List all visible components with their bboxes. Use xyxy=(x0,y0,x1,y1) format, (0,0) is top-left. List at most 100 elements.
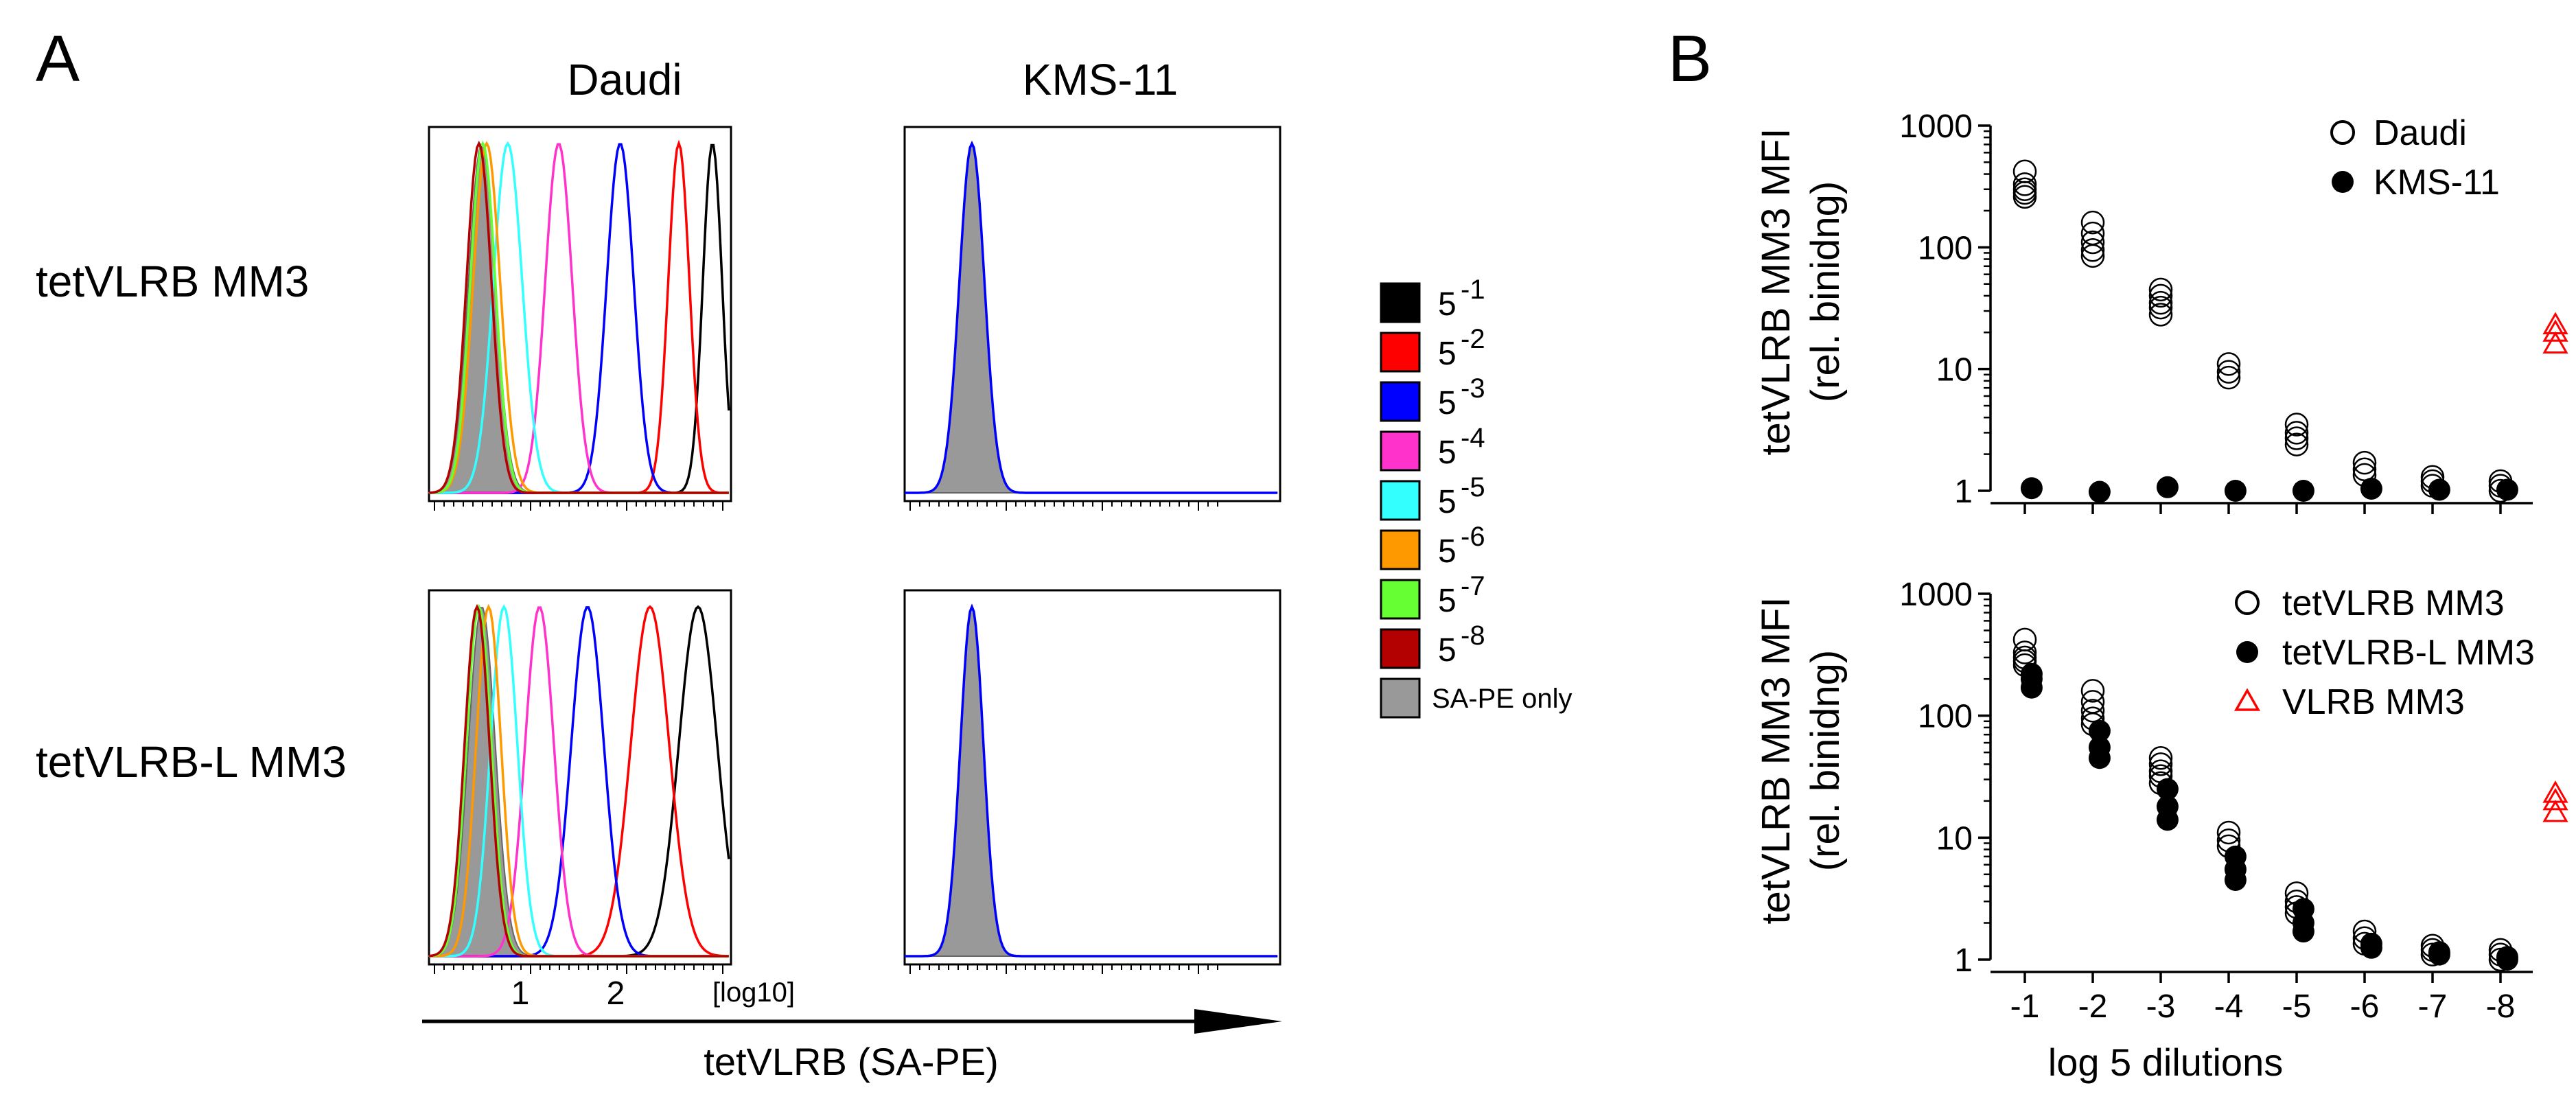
scatter-y-tick-label: 10 xyxy=(1936,352,1973,389)
legend-exponent: -7 xyxy=(1461,571,1485,601)
scatter-point-open xyxy=(2080,244,2105,268)
scatter-x-tick-label: -6 xyxy=(2350,988,2380,1025)
scatter-x-tick-label: -4 xyxy=(2214,988,2244,1025)
scatter-point-open xyxy=(2216,365,2241,390)
scatter-point-filled xyxy=(2224,480,2247,502)
scatter-point-open xyxy=(2352,450,2377,475)
legend-tetvlrb-marker xyxy=(2235,590,2260,615)
scatter-point-open xyxy=(2080,210,2105,235)
scatter-point-open xyxy=(2080,699,2105,723)
legend-vlrb-label: VLRB MM3 xyxy=(2282,682,2465,722)
scatter-y-tick-label: 1 xyxy=(1954,474,1973,510)
scatter-point-filled xyxy=(2292,920,2314,943)
scatter-top-y-label-2: (rel. binidng) xyxy=(1803,181,1848,402)
histogram-curve-all-dilutions xyxy=(905,140,1278,494)
legend-exponent: -3 xyxy=(1461,373,1485,404)
scatter-point-filled xyxy=(2360,936,2382,959)
scatter-y-tick-label: 1000 xyxy=(1899,108,1973,145)
legend-daudi-label: Daudi xyxy=(2374,113,2467,153)
legend-label: 5 xyxy=(1438,336,1457,372)
histogram-legend: 5 -15 -25 -35 -45 -55 -65 -75 -8SA-PE only xyxy=(1380,275,1573,719)
scatter-point-triangle xyxy=(2542,331,2568,354)
scatter-point-filled xyxy=(2020,676,2043,699)
legend-swatch xyxy=(1380,430,1421,472)
scatter-point-filled xyxy=(2496,949,2518,971)
scatter-point-open xyxy=(2148,290,2173,315)
scatter-bottom-y-label-1: tetVLRB MM3 MFI xyxy=(1754,597,1798,925)
hist-x-tick-log10: [log10] xyxy=(712,977,795,1008)
scatter-x-tick-label: -2 xyxy=(2078,988,2108,1025)
legend-swatch xyxy=(1380,628,1421,669)
legend-label: 5 xyxy=(1438,632,1457,669)
scatter-x-tick-label: -8 xyxy=(2486,988,2516,1025)
scatter-point-triangle xyxy=(2542,319,2568,342)
scatter-bottom-y-label-2: (rel. binidng) xyxy=(1803,650,1848,871)
scatter-point-triangle xyxy=(2542,787,2568,811)
legend-kms11-label: KMS-11 xyxy=(2374,163,2500,202)
scatter-point-open xyxy=(2148,752,2173,776)
legend-label: 5 xyxy=(1438,434,1457,471)
histogram-curve-5--8 xyxy=(428,140,729,494)
x-axis-arrow-head xyxy=(1194,1009,1282,1034)
scatter-point-filled xyxy=(2156,778,2179,800)
histogram-tetvlrb-l-daudi xyxy=(428,589,732,974)
scatter-point-open xyxy=(2148,283,2173,308)
legend-label: 5 xyxy=(1438,286,1457,323)
scatter-top-y-label-1: tetVLRB MM3 MFI xyxy=(1754,128,1798,456)
column-title-kms11: KMS-11 xyxy=(1023,55,1178,104)
scatter-point-open xyxy=(2012,172,2037,196)
scatter-point-filled xyxy=(2224,868,2247,891)
scatter-point-open xyxy=(2284,421,2309,445)
scatter-point-open xyxy=(2284,426,2309,450)
histogram-tetvlrb-daudi xyxy=(428,126,732,511)
scatter-point-open xyxy=(2216,360,2241,384)
scatter-point-open xyxy=(2012,640,2037,664)
legend-exponent: -2 xyxy=(1461,324,1485,354)
legend-exponent: -8 xyxy=(1461,621,1485,651)
scatter-tetvlrb-variants: 1000 100 10 1 -1 -2 -3 -4 -5 -6 -7 -8 xyxy=(1899,577,2568,1025)
legend-swatch xyxy=(1380,282,1421,323)
legend-swatch xyxy=(1380,529,1421,570)
scatter-point-open xyxy=(2284,413,2309,437)
panel-a-label: A xyxy=(36,22,80,95)
legend-swatch xyxy=(1380,332,1421,373)
histogram-curve-all-dilutions xyxy=(905,603,1278,958)
row-title-tetvlrb-l: tetVLRB-L MM3 xyxy=(36,737,347,787)
scatter-y-tick-label: 1000 xyxy=(1899,577,1973,613)
legend-exponent: -5 xyxy=(1461,472,1485,502)
legend-tetvlrb-l-label: tetVLRB-L MM3 xyxy=(2282,633,2535,673)
scatter-point-filled xyxy=(2088,480,2111,503)
legend-kms11-marker xyxy=(2332,171,2354,193)
scatter-point-filled xyxy=(2428,478,2450,501)
scatter-point-filled xyxy=(2428,943,2450,966)
scatter-point-open xyxy=(2012,185,2037,209)
row-title-tetvlrb: tetVLRB MM3 xyxy=(36,257,309,306)
scatter-point-open xyxy=(2148,295,2173,320)
legend-label: 5 xyxy=(1438,533,1457,570)
legend-exponent: -4 xyxy=(1461,423,1485,453)
scatter-point-filled xyxy=(2156,809,2179,831)
scatter-x-tick-label: -3 xyxy=(2146,988,2176,1025)
scatter-x-label: log 5 dilutions xyxy=(2048,1041,2283,1084)
scatter-point-filled xyxy=(2088,747,2111,769)
legend-exponent: -6 xyxy=(1461,522,1485,552)
column-title-daudi: Daudi xyxy=(567,55,682,104)
histogram-tetvlrb-kms11 xyxy=(903,126,1281,511)
scatter-point-triangle xyxy=(2542,780,2568,803)
scatter-point-open xyxy=(2216,352,2241,376)
histogram-curve-5--8 xyxy=(428,603,729,958)
legend-label: 5 xyxy=(1438,385,1457,421)
scatter-point-triangle xyxy=(2542,800,2568,822)
legend-tetvlrb-l-marker xyxy=(2236,641,2258,663)
scatter-point-open xyxy=(2148,303,2173,327)
scatter-point-open xyxy=(2148,746,2173,770)
legend-swatch xyxy=(1380,480,1421,521)
scatter-daudi-kms11: 1000 100 10 1 xyxy=(1899,108,2568,514)
legend-swatch xyxy=(1380,677,1421,719)
scatter-y-tick-label: 1 xyxy=(1954,942,1973,979)
scatter-y-tick-label: 10 xyxy=(1936,820,1973,857)
legend-label: 5 xyxy=(1438,484,1457,520)
scatter-point-open xyxy=(2012,159,2037,184)
scatter-point-filled xyxy=(2360,477,2382,500)
